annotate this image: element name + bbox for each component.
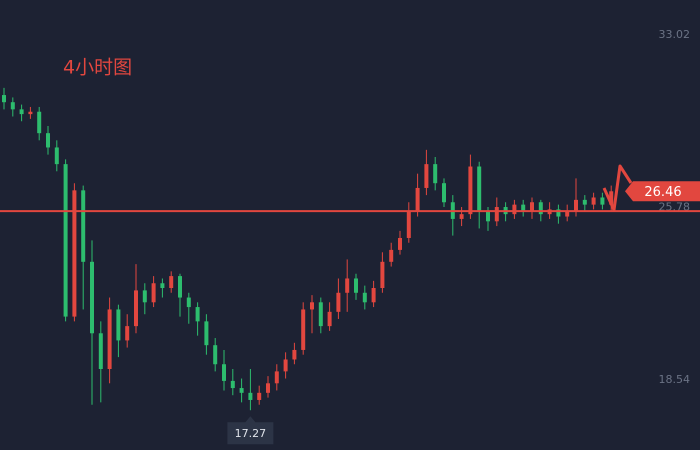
candle-body bbox=[266, 383, 270, 393]
candle-body bbox=[63, 164, 68, 317]
candle-body bbox=[178, 276, 182, 298]
candle-body bbox=[257, 392, 262, 400]
low-tag bbox=[227, 416, 274, 445]
candle-body bbox=[486, 211, 490, 222]
candle-body bbox=[538, 202, 543, 215]
candle-body bbox=[204, 321, 209, 346]
y-tick-label: 18.54 bbox=[659, 373, 691, 386]
candle-body bbox=[556, 209, 561, 217]
candle-body bbox=[90, 261, 94, 334]
price-tag-label: 26.46 bbox=[644, 185, 681, 200]
candle-body bbox=[19, 109, 24, 115]
candle-body bbox=[442, 183, 446, 203]
candle-body bbox=[459, 214, 464, 219]
candle-body bbox=[521, 204, 526, 212]
candle-body bbox=[371, 288, 376, 303]
candle-body bbox=[301, 309, 306, 350]
candle-body bbox=[565, 211, 570, 217]
candle-body bbox=[239, 388, 244, 393]
candle-body bbox=[2, 95, 6, 103]
candle-body bbox=[468, 166, 473, 215]
candle-body bbox=[380, 261, 385, 289]
y-tick-label: 33.02 bbox=[659, 28, 691, 41]
candle-body bbox=[98, 333, 103, 370]
candle-body bbox=[600, 197, 605, 205]
candle-body bbox=[336, 292, 341, 312]
candle-body bbox=[46, 133, 50, 148]
candle-body bbox=[230, 380, 235, 389]
candle-body bbox=[142, 290, 147, 303]
candle-body bbox=[433, 164, 438, 184]
candle-body bbox=[609, 191, 614, 205]
candle-body bbox=[310, 302, 314, 310]
candle-body bbox=[72, 190, 77, 317]
candle-body bbox=[248, 392, 253, 400]
candle-body bbox=[354, 278, 358, 293]
candle-body bbox=[169, 276, 174, 289]
candle-body bbox=[424, 164, 429, 188]
candle-body bbox=[151, 283, 156, 303]
candle-body bbox=[222, 364, 226, 381]
candle-body bbox=[54, 147, 59, 165]
candle-body bbox=[494, 207, 499, 222]
candle-body bbox=[591, 197, 596, 205]
candle-body bbox=[574, 199, 578, 212]
candle-body bbox=[81, 190, 86, 262]
candle-body bbox=[389, 249, 394, 262]
candle-body bbox=[213, 345, 218, 365]
candle-body bbox=[398, 237, 402, 250]
candle-body bbox=[283, 359, 288, 372]
candle-body bbox=[292, 349, 297, 360]
candle-body bbox=[530, 202, 534, 212]
candle-body bbox=[116, 309, 121, 341]
candle-body bbox=[274, 371, 279, 384]
candle-body bbox=[477, 166, 482, 212]
candle-body bbox=[345, 278, 350, 293]
arrow-drawing bbox=[602, 164, 633, 212]
candle-body bbox=[406, 211, 411, 238]
candle-body bbox=[512, 204, 517, 215]
low-tag-label: 17.27 bbox=[235, 427, 267, 440]
candle-body bbox=[362, 292, 367, 303]
candle-body bbox=[186, 297, 191, 308]
candle-body bbox=[37, 111, 42, 134]
candle-body bbox=[195, 307, 200, 322]
candle-body bbox=[107, 309, 112, 370]
candle-body bbox=[582, 199, 587, 205]
candle-body bbox=[125, 326, 130, 341]
price-tag bbox=[625, 181, 700, 202]
chart-title: 4小时图 bbox=[63, 57, 132, 79]
candle-body bbox=[134, 290, 138, 327]
candle-body bbox=[28, 111, 33, 115]
candle-body bbox=[10, 102, 15, 110]
candle-body bbox=[327, 311, 332, 327]
candle-body bbox=[318, 302, 323, 327]
candle-body bbox=[160, 283, 165, 289]
candle-body bbox=[415, 187, 420, 212]
